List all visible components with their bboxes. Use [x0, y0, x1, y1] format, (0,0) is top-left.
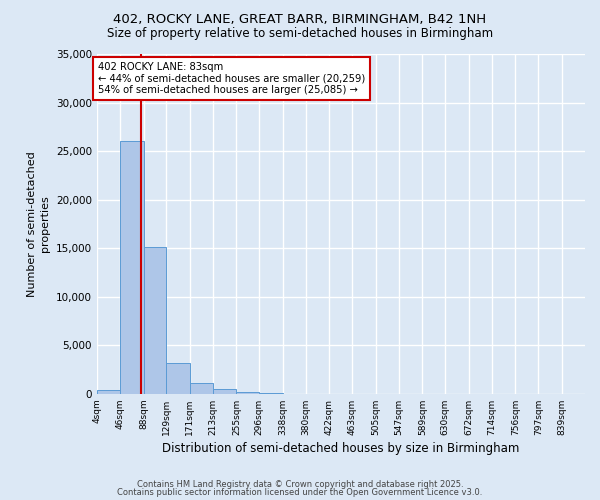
Text: Contains HM Land Registry data © Crown copyright and database right 2025.: Contains HM Land Registry data © Crown c… — [137, 480, 463, 489]
Bar — [143, 247, 166, 394]
Text: Size of property relative to semi-detached houses in Birmingham: Size of property relative to semi-detach… — [107, 28, 493, 40]
Bar — [190, 383, 213, 394]
X-axis label: Distribution of semi-detached houses by size in Birmingham: Distribution of semi-detached houses by … — [162, 442, 520, 455]
Text: 402 ROCKY LANE: 83sqm
← 44% of semi-detached houses are smaller (20,259)
54% of : 402 ROCKY LANE: 83sqm ← 44% of semi-deta… — [98, 62, 365, 95]
Bar — [97, 390, 120, 394]
Bar — [213, 389, 236, 394]
Bar — [166, 363, 190, 394]
Bar — [259, 393, 283, 394]
Bar — [120, 142, 143, 394]
Y-axis label: Number of semi-detached
properties: Number of semi-detached properties — [27, 151, 50, 297]
Bar — [236, 392, 259, 394]
Text: Contains public sector information licensed under the Open Government Licence v3: Contains public sector information licen… — [118, 488, 482, 497]
Text: 402, ROCKY LANE, GREAT BARR, BIRMINGHAM, B42 1NH: 402, ROCKY LANE, GREAT BARR, BIRMINGHAM,… — [113, 12, 487, 26]
